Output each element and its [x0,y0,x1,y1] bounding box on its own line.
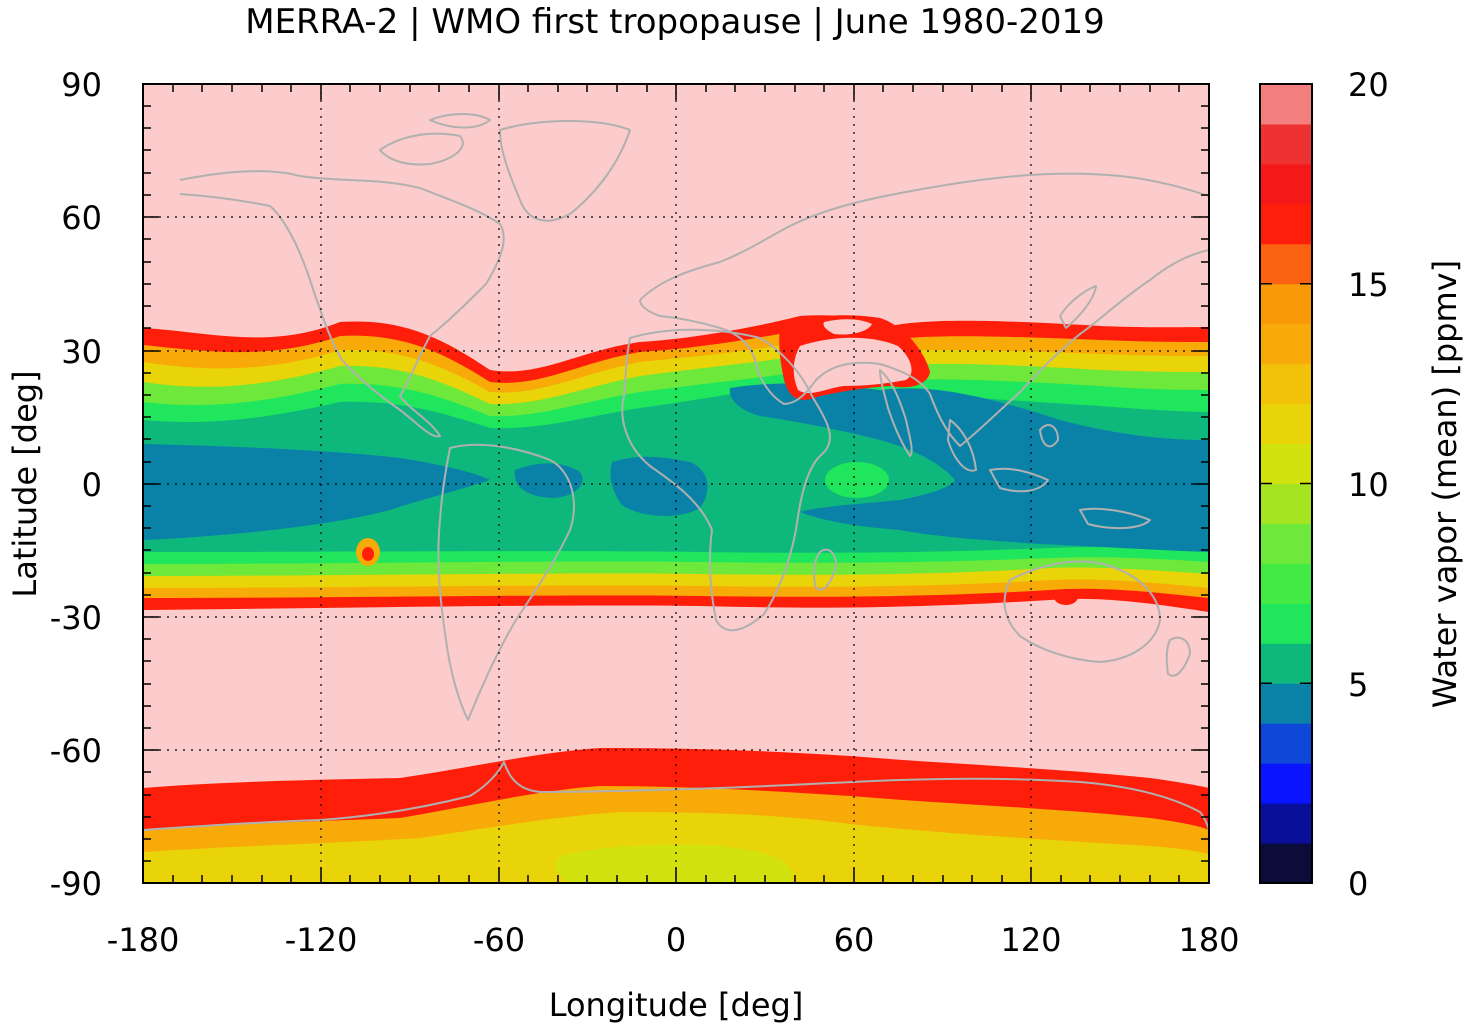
colorbar-cell [1260,363,1312,405]
y-tick-label: 90 [61,66,102,104]
colorbar-cell [1260,123,1312,165]
indian-ocean-green-patch [825,462,889,498]
colorbar-cell [1260,84,1312,125]
colorbar-cell [1260,163,1312,205]
tropical-band [143,315,1209,612]
colorbar-cell [1260,643,1312,684]
x-tick-label: 180 [1178,921,1239,959]
antarctic-limegreen [555,844,793,883]
coastline-antarctica [143,761,1209,831]
x-tick-label: -120 [285,921,358,959]
coastline-south-america [437,443,575,721]
colorbar-cell [1260,843,1312,884]
coastline-japan [1059,285,1097,329]
coastline-africa [621,328,831,632]
colorbar-cell [1260,443,1312,484]
tibet-high-pink-2 [823,319,872,335]
colorbar-cell [1260,203,1312,245]
colorbar-cell [1260,283,1312,325]
pacific-blue-patch [514,463,583,498]
x-tick-label: 60 [834,921,875,959]
colorbar-cell [1260,723,1312,764]
coastline-greenland [499,120,631,222]
colorbar-tick-label: 0 [1348,865,1368,903]
colorbar-cell [1260,403,1312,445]
coastline-europe-asia [639,172,1209,447]
colorbar-cell [1260,683,1312,724]
colorbar-cell [1260,483,1312,524]
x-axis-label: Longitude [deg] [549,986,804,1024]
colorbar-tick-label: 20 [1348,66,1389,104]
colorbar-cell [1260,763,1312,804]
colorbar-tickmarks [1260,83,1312,884]
colorbar-cell [1260,563,1312,604]
colorbar-cells [1260,84,1312,884]
y-tick-label: -30 [50,599,102,637]
y-tick-label: -90 [50,865,102,903]
y-axis-tick-labels: 90 60 30 0 -30 -60 -90 [50,66,102,903]
band-blue-core [143,444,490,540]
colorbar-cell [1260,523,1312,564]
coastline-arctic-islands [379,113,491,166]
x-tick-label: -60 [473,921,525,959]
chart-title: MERRA-2 | WMO first tropopause | June 19… [245,2,1105,42]
colorbar-cell [1260,323,1312,365]
coastline-australia [1003,560,1161,663]
asian-monsoon-blue [729,383,1209,552]
y-tick-label: 0 [82,466,102,504]
map-plot-area [142,83,1210,884]
x-tick-label: -180 [107,921,180,959]
x-tick-label: 120 [1000,921,1061,959]
y-axis-label: Latitude [deg] [6,370,44,597]
coastline-madagascar [812,548,837,591]
x-tick-label: 0 [666,921,686,959]
colorbar-tick-label: 10 [1348,466,1389,504]
grid-lines [143,84,1209,883]
colorbar-tick-labels: 20 15 10 5 0 [1348,66,1389,903]
coastline-southeast-asia [947,419,1151,530]
colorbar-label: Water vapor (mean) [ppmv] [1426,260,1464,708]
coastline-north-america [179,170,505,438]
colorbar-tick-label: 5 [1348,666,1368,704]
y-tick-label: 60 [61,199,102,237]
coastlines [143,113,1209,831]
australia-hotspot [1054,589,1078,605]
colorbar-cell [1260,603,1312,644]
y-tick-label: 30 [61,333,102,371]
coastline-new-zealand [1165,636,1191,677]
coastline-india [879,369,913,457]
colorbar: 20 15 10 5 0 Water vapor (mean) [ppmv] [1259,66,1464,903]
atlantic-blue-patch [610,456,708,516]
colorbar-cell [1260,243,1312,285]
y-tick-label: -60 [50,732,102,770]
antarctic-band [143,748,1209,883]
colorbar-cell [1260,803,1312,844]
minor-ticks [142,83,1210,884]
x-axis-tick-labels: -180 -120 -60 0 60 120 180 [107,921,1240,959]
colorbar-tick-label: 15 [1348,266,1389,304]
south-pacific-hotspot-core [362,547,374,561]
